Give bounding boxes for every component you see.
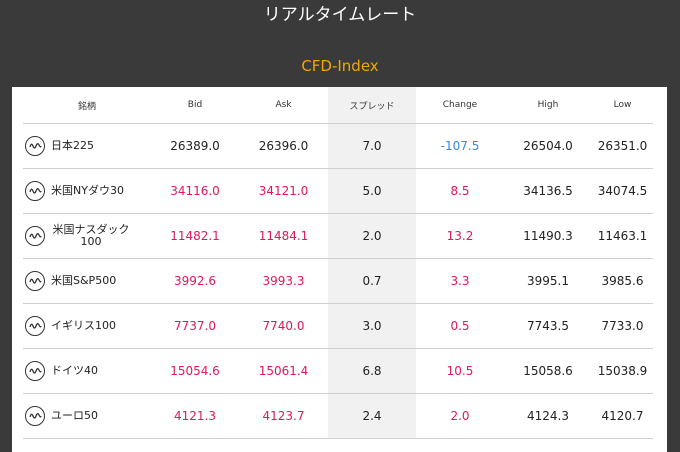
spread-cell: 5.0 (328, 168, 416, 214)
symbol-name: 米国S&P500 (51, 274, 117, 287)
spread-cell: 2.0 (328, 213, 416, 259)
wave-chart-icon (25, 406, 45, 426)
change-cell: 13.2 (416, 213, 504, 259)
bid-cell: 15054.6 (151, 348, 239, 394)
symbol-wrap: 米国S&P500 (23, 271, 151, 291)
low-cell: 7733.0 (592, 303, 653, 349)
table-row[interactable]: イギリス100 7737.0 7740.0 3.0 0.5 7743.5 7733.0 (23, 303, 653, 349)
wave-chart-icon (25, 361, 45, 381)
ask-cell: 15061.4 (239, 348, 328, 394)
bid-cell: 4121.3 (151, 393, 239, 439)
symbol-name: イギリス100 (51, 319, 116, 332)
wave-chart-icon (25, 181, 45, 201)
symbol-wrap: ドイツ40 (23, 361, 151, 381)
header-change: Change (416, 87, 504, 124)
high-cell: 26504.0 (504, 123, 592, 169)
section-title: CFD-Index (301, 57, 379, 75)
ask-cell: 3993.3 (239, 258, 328, 304)
symbol-name: ユーロ50 (51, 409, 98, 422)
symbol-cell[interactable]: 日本225 (23, 123, 151, 169)
bid-cell: 7737.0 (151, 303, 239, 349)
bid-cell: 3992.6 (151, 258, 239, 304)
wave-chart-icon (25, 136, 45, 156)
high-cell: 7743.5 (504, 303, 592, 349)
header-high: High (504, 87, 592, 124)
symbol-cell[interactable]: 米国NYダウ30 (23, 168, 151, 214)
header-spread: スプレッド (328, 87, 416, 124)
change-cell: 10.5 (416, 348, 504, 394)
symbol-cell[interactable]: イギリス100 (23, 303, 151, 349)
table-row[interactable]: ユーロ50 4121.3 4123.7 2.4 2.0 4124.3 4120.7 (23, 393, 653, 439)
bid-cell: 34116.0 (151, 168, 239, 214)
ask-cell: 11484.1 (239, 213, 328, 259)
header-bid: Bid (151, 87, 239, 124)
low-cell: 11463.1 (592, 213, 653, 259)
bid-cell: 11482.1 (151, 213, 239, 259)
wave-chart-icon (25, 316, 45, 336)
ask-cell: 34121.0 (239, 168, 328, 214)
rate-table: 銘柄 Bid Ask スプレッド Change High Low 日本225 26… (23, 87, 653, 439)
table-row[interactable]: 米国ナスダック100 11482.1 11484.1 2.0 13.2 11490.3 11… (23, 213, 653, 259)
symbol-name: 米国NYダウ30 (51, 184, 124, 197)
ask-cell: 4123.7 (239, 393, 328, 439)
symbol-cell[interactable]: ユーロ50 (23, 393, 151, 439)
low-cell: 26351.0 (592, 123, 653, 169)
change-cell: -107.5 (416, 123, 504, 169)
ask-cell: 7740.0 (239, 303, 328, 349)
symbol-name: ドイツ40 (51, 364, 98, 377)
symbol-wrap: 米国NYダウ30 (23, 181, 151, 201)
wave-chart-icon (25, 226, 45, 246)
spread-cell: 7.0 (328, 123, 416, 169)
wave-chart-icon (25, 271, 45, 291)
symbol-wrap: 日本225 (23, 136, 151, 156)
table-row[interactable]: 米国S&P500 3992.6 3993.3 0.7 3.3 3995.1 3985.6 (23, 258, 653, 304)
symbol-wrap: イギリス100 (23, 316, 151, 336)
change-cell: 0.5 (416, 303, 504, 349)
low-cell: 3985.6 (592, 258, 653, 304)
high-cell: 11490.3 (504, 213, 592, 259)
spread-cell: 3.0 (328, 303, 416, 349)
table-row[interactable]: ドイツ40 15054.6 15061.4 6.8 10.5 15058.6 15038.9 (23, 348, 653, 394)
symbol-wrap: 米国ナスダック100 (23, 224, 151, 248)
page-title: リアルタイムレート (263, 5, 417, 25)
symbol-wrap: ユーロ50 (23, 406, 151, 426)
symbol-name: 日本225 (51, 139, 94, 152)
symbol-cell[interactable]: 米国S&P500 (23, 258, 151, 304)
low-cell: 15038.9 (592, 348, 653, 394)
table-row[interactable]: 米国NYダウ30 34116.0 34121.0 5.0 8.5 34136.5 34074… (23, 168, 653, 214)
spread-cell: 2.4 (328, 393, 416, 439)
change-cell: 8.5 (416, 168, 504, 214)
symbol-name: 米国ナスダック100 (52, 223, 130, 248)
table-header-row: 銘柄 Bid Ask スプレッド Change High Low (23, 87, 653, 124)
spread-cell: 6.8 (328, 348, 416, 394)
spread-cell: 0.7 (328, 258, 416, 304)
high-cell: 3995.1 (504, 258, 592, 304)
high-cell: 4124.3 (504, 393, 592, 439)
header-symbol: 銘柄 (23, 87, 151, 124)
low-cell: 34074.5 (592, 168, 653, 214)
header-ask: Ask (239, 87, 328, 124)
high-cell: 15058.6 (504, 348, 592, 394)
rate-table-card: 銘柄 Bid Ask スプレッド Change High Low 日本225 26… (12, 87, 667, 452)
symbol-cell[interactable]: ドイツ40 (23, 348, 151, 394)
high-cell: 34136.5 (504, 168, 592, 214)
change-cell: 2.0 (416, 393, 504, 439)
ask-cell: 26396.0 (239, 123, 328, 169)
header-low: Low (592, 87, 653, 124)
table-row[interactable]: 日本225 26389.0 26396.0 7.0 -107.5 26504.0 26351… (23, 123, 653, 169)
change-cell: 3.3 (416, 258, 504, 304)
bid-cell: 26389.0 (151, 123, 239, 169)
low-cell: 4120.7 (592, 393, 653, 439)
symbol-cell[interactable]: 米国ナスダック100 (23, 213, 151, 259)
